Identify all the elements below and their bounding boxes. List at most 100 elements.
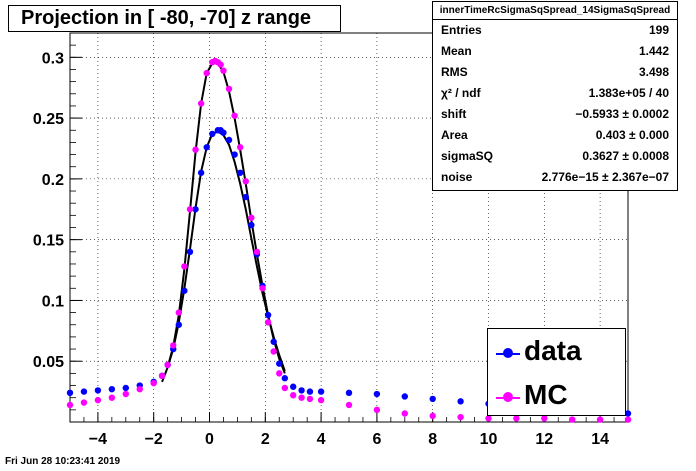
point-data <box>373 390 381 398</box>
point-data <box>220 129 227 136</box>
point-data <box>270 338 277 345</box>
point-mc <box>108 394 116 401</box>
stats-row-value: 2.776e−15 ± 2.367e−07 <box>541 170 669 184</box>
point-mc <box>248 214 255 221</box>
legend: data MC <box>487 328 626 416</box>
point-mc <box>175 309 183 316</box>
point-mc <box>150 379 157 387</box>
x-tick-label: 10 <box>480 431 498 448</box>
point-data <box>80 388 88 395</box>
y-tick-label: 0.3 <box>42 50 64 67</box>
stats-row-name: noise <box>441 170 473 184</box>
point-mc <box>158 372 166 380</box>
point-mc <box>217 61 224 68</box>
stats-row-name: sigmaSQ <box>441 149 494 163</box>
point-data <box>181 287 188 294</box>
point-mc <box>181 263 188 270</box>
legend-label-data: data <box>524 335 582 366</box>
point-mc <box>457 413 464 421</box>
point-data <box>298 387 305 394</box>
y-tick-label: 0.1 <box>42 293 64 310</box>
stats-row-name: RMS <box>441 65 468 79</box>
point-data <box>276 360 283 367</box>
legend-entry-data: data <box>488 329 625 373</box>
stats-row: χ² / ndf 1.383e+05 / 40 <box>433 83 677 104</box>
point-data <box>429 395 436 403</box>
point-mc <box>298 394 305 401</box>
point-mc <box>541 415 548 422</box>
point-data <box>236 169 244 176</box>
point-data <box>197 169 205 176</box>
stats-row: Area 0.403 ± 0.000 <box>433 125 677 146</box>
point-data <box>203 144 210 151</box>
chart-title: Projection in [ -80, -70] z range <box>8 5 341 32</box>
point-mc <box>264 319 272 326</box>
point-mc <box>270 348 277 355</box>
fit-curve <box>166 62 286 374</box>
point-data <box>122 384 129 392</box>
point-data <box>231 151 238 158</box>
point-mc <box>186 206 194 213</box>
x-tick-label: 0 <box>205 431 214 448</box>
y-tick-label: 0.15 <box>33 233 64 250</box>
stats-row-name: Area <box>441 128 468 142</box>
stats-row-value: 0.403 ± 0.000 <box>595 128 669 142</box>
point-mc <box>290 392 297 399</box>
point-mc <box>164 361 171 369</box>
point-data <box>306 388 314 395</box>
point-data <box>345 389 353 397</box>
stats-row-value: 3.498 <box>638 65 669 79</box>
x-tick-label: −4 <box>89 431 107 448</box>
stats-row-value: 0.3627 ± 0.0008 <box>582 149 669 163</box>
point-mc <box>203 69 210 77</box>
point-mc <box>80 399 88 406</box>
stats-row: RMS 3.498 <box>433 62 677 83</box>
stats-row-value: 1.442 <box>638 44 669 58</box>
point-mc <box>236 144 244 151</box>
legend-label-mc: MC <box>524 379 568 410</box>
stats-row-value: 1.383e+05 / 40 <box>588 86 669 100</box>
stats-row: shift −0.5933 ± 0.0002 <box>433 104 677 125</box>
point-data <box>242 193 249 201</box>
legend-entry-mc: MC <box>488 373 625 417</box>
x-tick-label: −2 <box>145 431 163 448</box>
point-mc <box>225 85 233 93</box>
stats-row-name: Entries <box>441 23 482 37</box>
stats-row: Mean 1.442 <box>433 41 677 62</box>
legend-marker-mc <box>503 392 513 402</box>
stats-row: Entries 199 <box>433 20 677 41</box>
point-data <box>248 221 255 229</box>
point-data <box>225 136 233 144</box>
point-mc <box>253 248 261 256</box>
point-mc <box>596 416 604 423</box>
point-mc <box>220 67 227 74</box>
legend-marker-data <box>503 348 513 358</box>
point-mc <box>401 410 408 417</box>
x-tick-label: 14 <box>591 431 609 448</box>
point-mc <box>94 396 102 404</box>
point-data <box>281 375 289 382</box>
point-data <box>175 321 183 328</box>
stats-row-value: −0.5933 ± 0.0002 <box>575 107 669 121</box>
x-tick-label: 2 <box>261 431 270 448</box>
stats-row-name: Mean <box>441 44 472 58</box>
stats-title: innerTimeRcSigmaSqSpread_14SigmaSqSpread <box>433 2 677 20</box>
timestamp-footer: Fri Jun 28 10:23:41 2019 <box>5 456 121 467</box>
point-mc <box>317 396 325 404</box>
x-tick-label: 4 <box>317 431 326 448</box>
point-data <box>624 410 632 417</box>
x-tick-label: 8 <box>428 431 437 448</box>
stats-row: noise 2.776e−15 ± 2.367e−07 <box>433 167 677 188</box>
point-data <box>401 393 408 400</box>
point-data <box>264 311 272 319</box>
stats-rows: Entries 199 Mean 1.442 RMS 3.498 χ² / ndf 1.383… <box>433 20 677 188</box>
point-data <box>457 398 464 405</box>
y-tick-label: 0.2 <box>42 172 64 189</box>
y-tick-label: 0.25 <box>33 111 64 128</box>
point-data <box>66 389 74 397</box>
stats-row-value: 199 <box>648 23 669 37</box>
point-mc <box>197 100 205 107</box>
stats-row-name: shift <box>441 107 467 121</box>
point-mc <box>513 415 520 422</box>
